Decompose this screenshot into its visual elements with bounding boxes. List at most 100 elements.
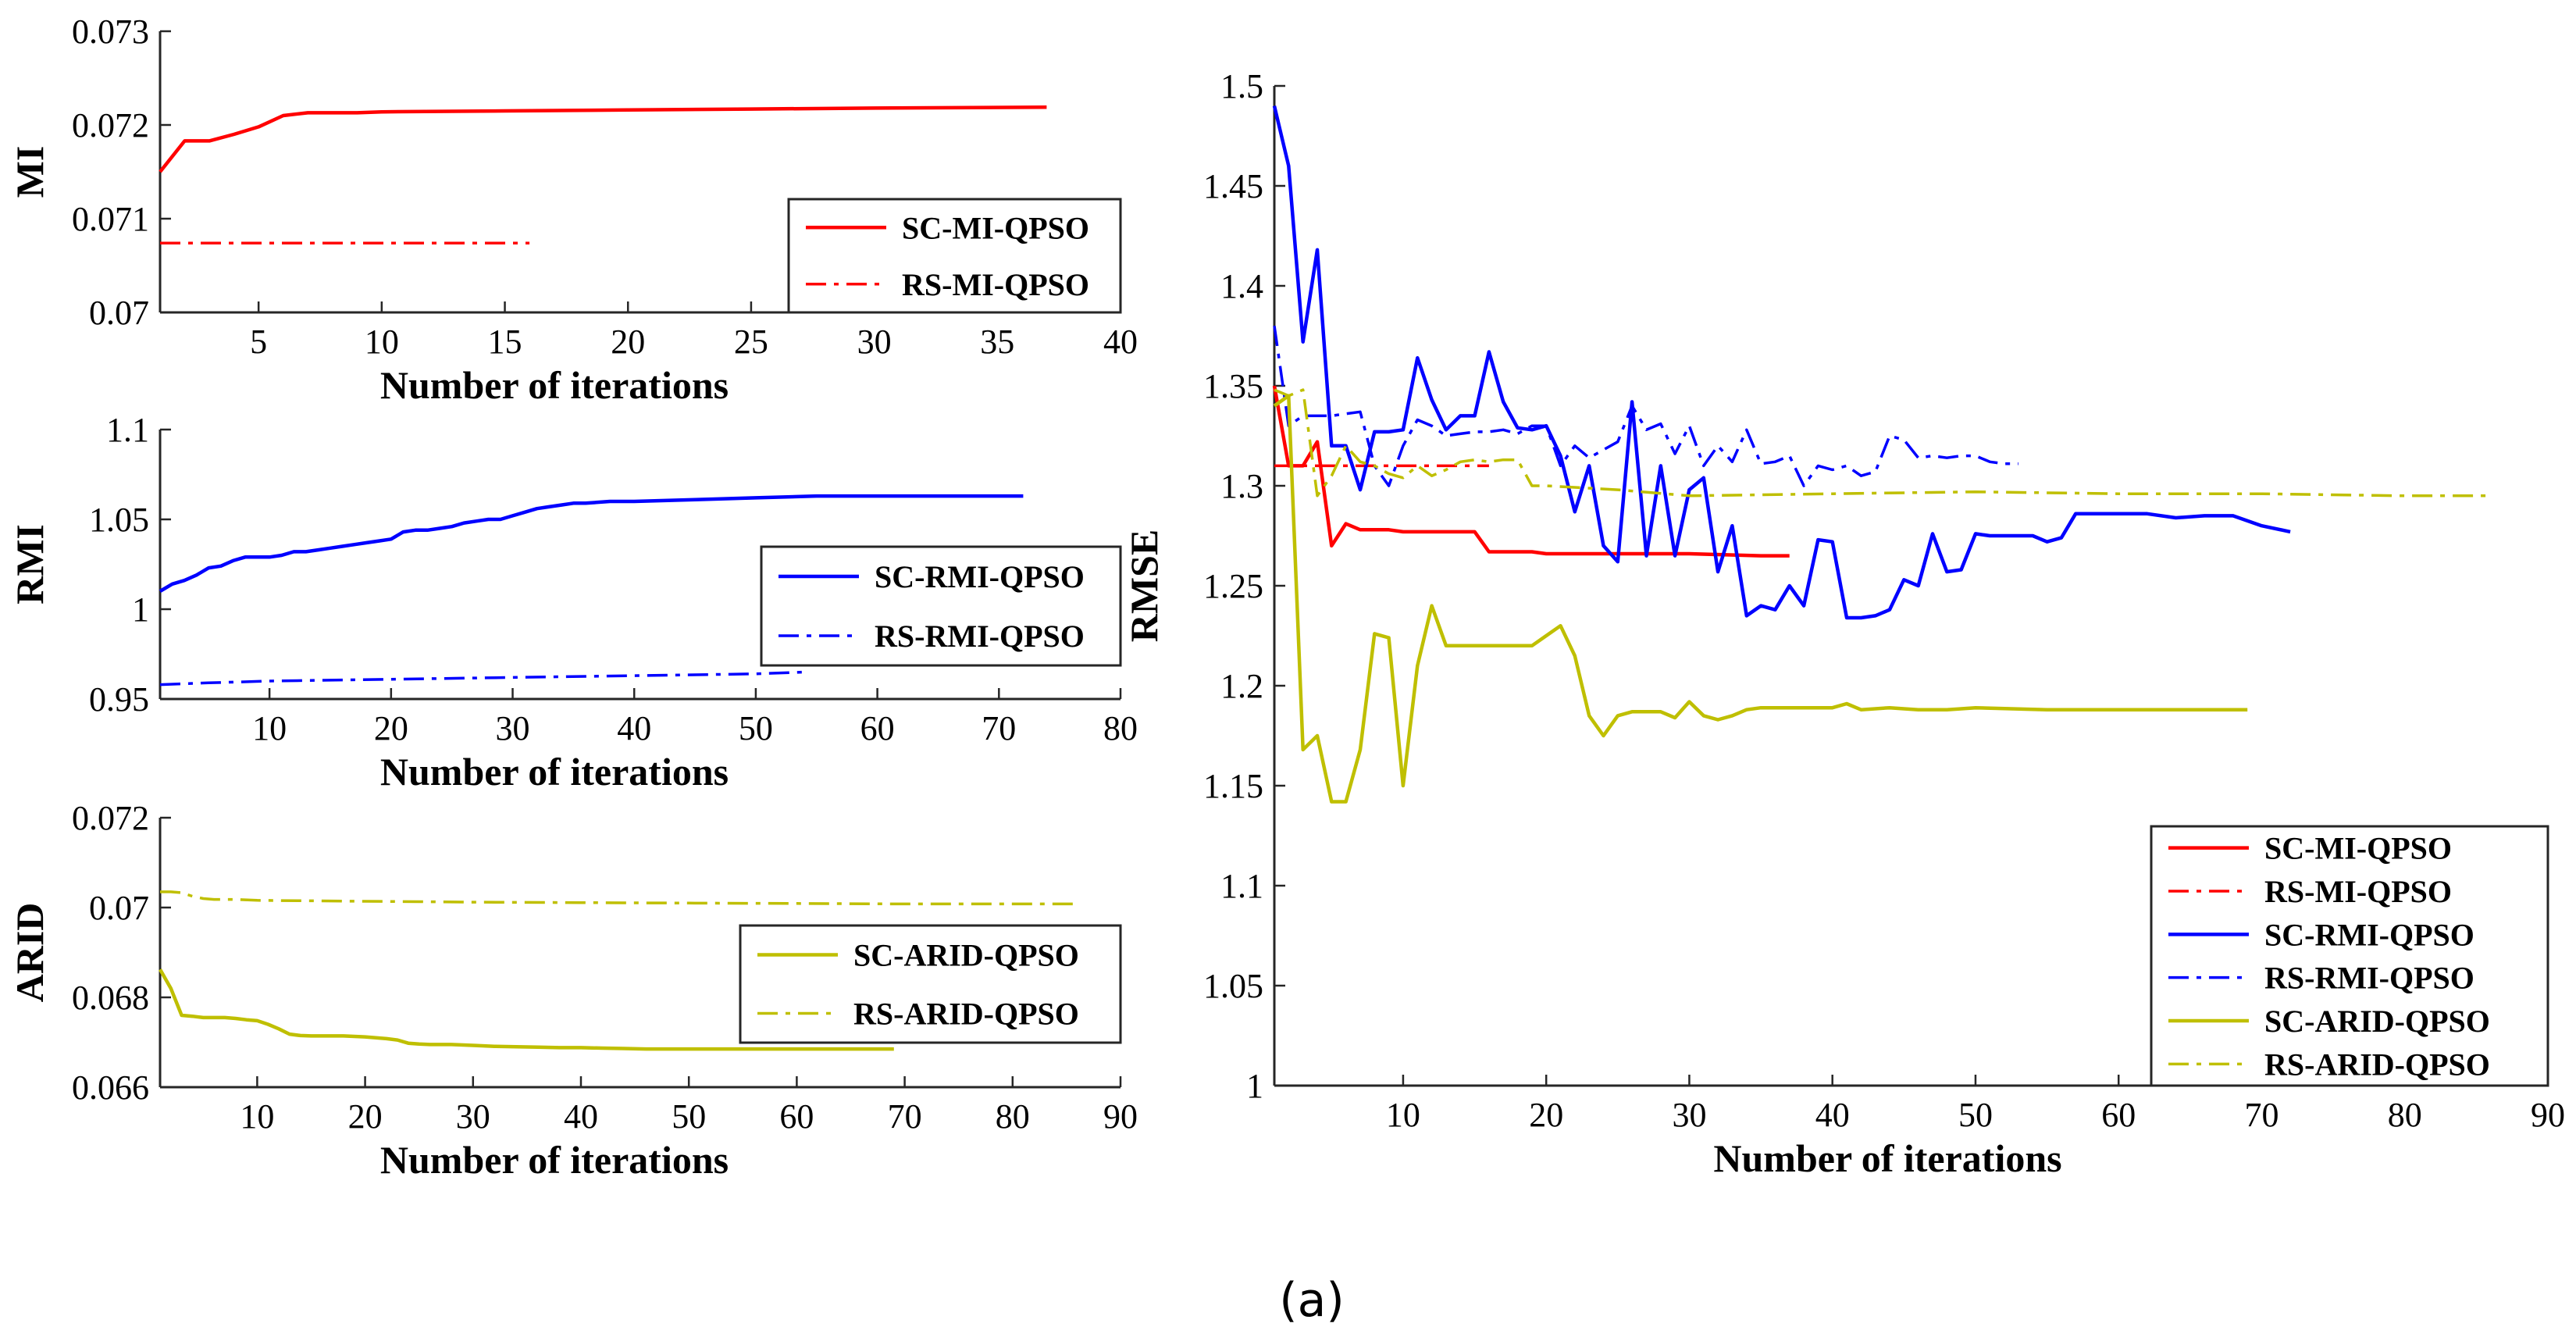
arid-ytick-label: 0.072 bbox=[72, 799, 149, 837]
rmi-chart: 10 20 30 40 50 60 70 80 0.95 1 1.05 1.1 Number of it… bbox=[8, 411, 1138, 794]
series-line-rs-arid-qpso bbox=[1274, 388, 2491, 498]
mi-xtick-label: 25 bbox=[734, 323, 768, 361]
rmse-xtick-label: 50 bbox=[1958, 1096, 1993, 1134]
arid-ytick-label: 0.068 bbox=[72, 979, 149, 1017]
mi-ytick-label: 0.07 bbox=[89, 294, 149, 332]
rmse-ytick-label: 1.2 bbox=[1220, 667, 1263, 705]
mi-xtick-label: 15 bbox=[488, 323, 522, 361]
rmse-xtick-label: 30 bbox=[1672, 1096, 1706, 1134]
legend-label-sc-rmi-qpso: SC-RMI-QPSO bbox=[2264, 917, 2474, 952]
series-line-sc-mi-qpso bbox=[159, 105, 1047, 173]
mi-legend: SC-MI-QPSO RS-MI-QPSO bbox=[787, 198, 1122, 314]
rmi-y-axis-label: RMI bbox=[8, 524, 52, 605]
legend-label-sc-mi-qpso: SC-MI-QPSO bbox=[902, 210, 1089, 245]
arid-xtick-label: 10 bbox=[240, 1097, 274, 1136]
rmse-ytick-label: 1 bbox=[1246, 1067, 1263, 1105]
mi-xtick-label: 5 bbox=[250, 323, 267, 361]
mi-xtick-label: 20 bbox=[611, 323, 645, 361]
arid-legend: SC-ARID-QPSO RS-ARID-QPSO bbox=[739, 924, 1122, 1044]
rmse-xtick-label: 90 bbox=[2531, 1096, 2565, 1134]
rmse-ytick-label: 1.1 bbox=[1220, 867, 1263, 905]
rmse-ytick-label: 1.45 bbox=[1203, 167, 1263, 205]
arid-xtick-label: 20 bbox=[348, 1097, 383, 1136]
series-line-rs-rmi-qpso bbox=[1273, 325, 2018, 487]
arid-xtick-label: 90 bbox=[1103, 1097, 1138, 1136]
rmse-ytick-label: 1.25 bbox=[1203, 567, 1263, 605]
rmse-xtick-label: 10 bbox=[1386, 1096, 1420, 1134]
mi-xtick-label: 40 bbox=[1103, 323, 1138, 361]
series-line-sc-arid-qpso bbox=[1273, 394, 2248, 804]
rmi-ytick-label: 1.05 bbox=[89, 501, 149, 539]
mi-legend-box bbox=[787, 198, 1122, 314]
rmse-legend: SC-MI-QPSO RS-MI-QPSO SC-RMI-QPSO RS-RMI-QP… bbox=[2150, 825, 2549, 1087]
rmse-ytick-label: 1.05 bbox=[1203, 967, 1263, 1005]
rmse-xtick-label: 80 bbox=[2388, 1096, 2422, 1134]
mi-xtick-label: 10 bbox=[365, 323, 399, 361]
arid-legend-box bbox=[739, 924, 1122, 1044]
rmse-y-axis-label: RMSE bbox=[1122, 530, 1166, 642]
rmse-legend-box bbox=[2150, 825, 2549, 1087]
arid-ytick-label: 0.066 bbox=[72, 1068, 149, 1107]
rmi-ytick-label: 1.1 bbox=[106, 411, 149, 449]
arid-xtick-label: 70 bbox=[888, 1097, 922, 1136]
rmi-legend: SC-RMI-QPSO RS-RMI-QPSO bbox=[760, 545, 1122, 667]
rmi-x-axis-label: Number of iterations bbox=[380, 750, 729, 794]
arid-chart: 10 20 30 40 50 60 70 80 90 0.066 0.068 0.07 0.072 Num… bbox=[8, 799, 1138, 1182]
rmi-xtick-label: 20 bbox=[374, 709, 408, 747]
legend-label-sc-arid-qpso: SC-ARID-QPSO bbox=[2264, 1004, 2490, 1039]
mi-ytick-label: 0.073 bbox=[72, 12, 149, 51]
legend-label-rs-arid-qpso: RS-ARID-QPSO bbox=[853, 997, 1079, 1032]
rmi-xtick-label: 60 bbox=[860, 709, 895, 747]
rmi-xtick-label: 30 bbox=[496, 709, 530, 747]
rmse-xtick-label: 70 bbox=[2244, 1096, 2278, 1134]
rmi-xtick-label: 50 bbox=[739, 709, 773, 747]
series-line-rs-arid-qpso bbox=[160, 890, 1078, 906]
arid-x-axis-label: Number of iterations bbox=[380, 1138, 729, 1182]
figure-caption: (a) bbox=[1279, 1273, 1345, 1328]
rmse-x-axis-label: Number of iterations bbox=[1713, 1136, 2061, 1180]
legend-label-rs-rmi-qpso: RS-RMI-QPSO bbox=[875, 619, 1085, 654]
series-line-rs-rmi-qpso bbox=[159, 670, 805, 687]
mi-xtick-label: 30 bbox=[857, 323, 892, 361]
legend-label-rs-rmi-qpso: RS-RMI-QPSO bbox=[2264, 961, 2474, 996]
mi-ytick-label: 0.071 bbox=[72, 200, 149, 238]
rmse-xtick-label: 60 bbox=[2101, 1096, 2136, 1134]
rmse-xtick-label: 20 bbox=[1529, 1096, 1563, 1134]
rmse-ytick-label: 1.35 bbox=[1203, 367, 1263, 405]
series-line-sc-rmi-qpso bbox=[159, 494, 1024, 593]
rmse-chart: 10 20 30 40 50 60 70 80 90 1 1.05 1.1 1.15 1.2 1.25 1.3… bbox=[1122, 67, 2565, 1180]
rmi-xtick-label: 10 bbox=[252, 709, 287, 747]
rmi-ytick-label: 1 bbox=[132, 590, 149, 629]
mi-xtick-label: 35 bbox=[980, 323, 1014, 361]
legend-label-rs-arid-qpso: RS-ARID-QPSO bbox=[2264, 1047, 2490, 1082]
series-line-sc-mi-qpso bbox=[1272, 385, 1790, 558]
legend-label-rs-mi-qpso: RS-MI-QPSO bbox=[902, 267, 1089, 302]
mi-chart: 5 10 15 20 25 30 35 40 0.07 0.071 0.072 0.073 Number… bbox=[8, 12, 1138, 407]
arid-xtick-label: 40 bbox=[564, 1097, 598, 1136]
rmse-ytick-label: 1.4 bbox=[1220, 267, 1263, 305]
mi-y-axis-label: MI bbox=[8, 146, 52, 198]
rmi-legend-box bbox=[760, 545, 1122, 667]
legend-label-sc-rmi-qpso: SC-RMI-QPSO bbox=[875, 559, 1085, 594]
legend-label-sc-mi-qpso: SC-MI-QPSO bbox=[2264, 831, 2452, 866]
rmi-xtick-label: 70 bbox=[982, 709, 1016, 747]
legend-label-rs-mi-qpso: RS-MI-QPSO bbox=[2264, 874, 2452, 909]
series-line-sc-rmi-qpso bbox=[1272, 105, 2291, 620]
series-line-sc-arid-qpso bbox=[159, 968, 894, 1051]
rmse-ytick-label: 1.15 bbox=[1203, 767, 1263, 805]
rmse-ytick-label: 1.3 bbox=[1220, 467, 1263, 505]
arid-xtick-label: 30 bbox=[456, 1097, 490, 1136]
mi-ytick-label: 0.072 bbox=[72, 106, 149, 144]
arid-y-axis-label: ARID bbox=[8, 903, 52, 1003]
legend-label-sc-arid-qpso: SC-ARID-QPSO bbox=[853, 938, 1079, 973]
arid-xtick-label: 60 bbox=[779, 1097, 814, 1136]
rmse-xtick-label: 40 bbox=[1815, 1096, 1850, 1134]
arid-xtick-label: 50 bbox=[672, 1097, 706, 1136]
rmi-xtick-label: 40 bbox=[617, 709, 651, 747]
rmi-xtick-label: 80 bbox=[1103, 709, 1138, 747]
rmi-ytick-label: 0.95 bbox=[89, 680, 149, 719]
rmse-ytick-label: 1.5 bbox=[1220, 67, 1263, 105]
mi-x-axis-label: Number of iterations bbox=[380, 363, 729, 407]
arid-xtick-label: 80 bbox=[996, 1097, 1030, 1136]
